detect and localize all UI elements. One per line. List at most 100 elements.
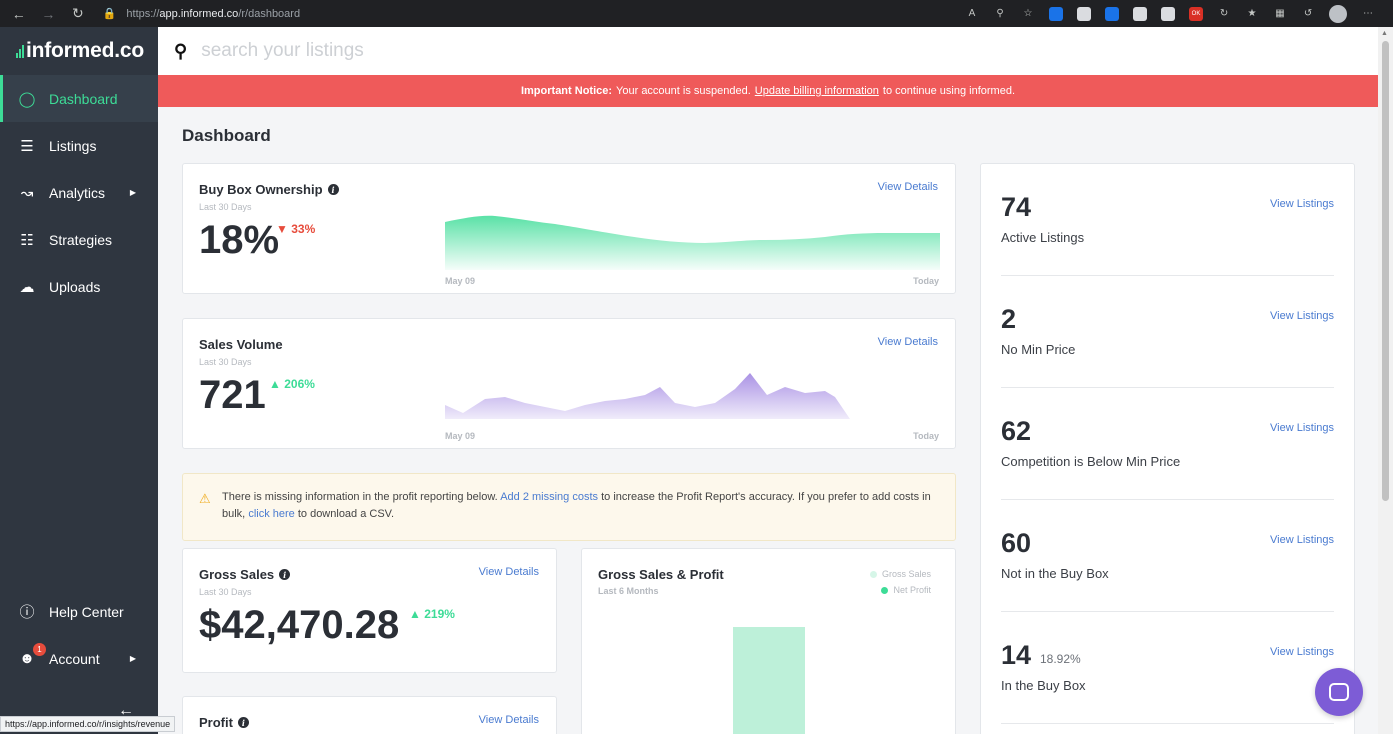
account-notice-banner: Important Notice: Your account is suspen… [158,75,1378,107]
extension-white-icon[interactable] [1077,6,1092,21]
notice-text: Your account is suspended. [616,85,751,97]
sidebar-item-dashboard[interactable]: ◯ Dashboard [0,75,158,122]
user-icon: ☻ [19,650,35,667]
back-icon[interactable]: ← [11,5,26,22]
refresh-icon[interactable]: ↻ [72,5,84,21]
lock-icon: 🔒 [102,8,117,20]
read-aloud-icon[interactable]: A [968,8,976,19]
warning-text-3: to download a CSV. [297,508,395,520]
zoom-icon[interactable]: ⚲ [996,8,1004,19]
caret-right-icon: ▶ [129,654,136,663]
view-details-link[interactable]: View Details [478,566,539,578]
chat-launcher-button[interactable] [1315,668,1363,716]
logo[interactable]: informed.co [0,27,158,75]
add-missing-costs-link[interactable]: Add 2 missing costs [500,491,599,503]
more-menu-icon[interactable]: ⋯ [1363,8,1374,19]
extensions-area: A ⚲ ☆ OK ↻ ★ ▦ ↺ ⋯ [965,4,1393,23]
legend-gross-sales: Gross Sales [869,569,931,579]
stat-label: Active Listings [1001,230,1085,245]
view-details-link[interactable]: View Details [877,181,938,193]
card-subtitle: Last 30 Days [199,357,252,367]
buy-box-area [445,215,940,270]
address-bar[interactable]: 🔒 https://app.informed.co/r/dashboard [103,4,965,24]
extension-note-icon[interactable] [1105,6,1120,21]
profile-avatar[interactable] [1329,4,1348,23]
axis-start-label: May 09 [445,276,476,286]
forward-icon[interactable]: → [41,5,56,22]
sidebar-bottom: ⓘ Help Center ☻ 1 Account ▶ [0,588,158,682]
extension-box-icon[interactable] [1133,6,1148,21]
view-details-link[interactable]: View Details [478,714,539,726]
stat-not-in-buy-box: 60 Not in the Buy Box View Listings [1001,500,1334,612]
extension-ok-icon[interactable]: OK [1189,6,1204,21]
view-listings-link[interactable]: View Listings [1270,198,1334,210]
sidebar-item-label: Strategies [49,231,113,248]
chart-subtitle: Last 6 Months [598,586,659,596]
chart-icon: ↝ [20,184,34,202]
view-listings-link[interactable]: View Listings [1270,310,1334,322]
notice-text-end: to continue using informed. [882,85,1016,97]
collapse-sidebar-icon[interactable]: ← [118,702,134,719]
stat-in-buy-box: 14 18.92% In the Buy Box View Listings [1001,612,1334,724]
sidebar-item-label: Uploads [49,278,101,295]
buy-box-delta: ▼ 33% [276,222,315,236]
main-content: ⚲ Important Notice: Your account is susp… [158,27,1378,734]
card-subtitle: Last 30 Days [199,587,252,597]
warning-text-2: to increase the Profit Report's accuracy… [222,491,931,520]
sidebar-item-analytics[interactable]: ↝ Analytics ▶ [0,169,158,216]
help-circle-icon: ⓘ [19,604,35,621]
favorites-icon[interactable]: ★ [1247,8,1257,19]
stat-label: No Min Price [1001,342,1076,357]
view-listings-link[interactable]: View Listings [1270,422,1334,434]
sidebar-item-help[interactable]: ⓘ Help Center [0,588,158,635]
chart-title: Gross Sales & Profit [598,567,724,582]
sidebar-item-label: Listings [49,137,97,154]
sidebar-item-label: Account [49,650,100,667]
list-icon: ☰ [20,137,34,155]
refresh-extension-icon[interactable]: ↻ [1219,8,1229,19]
legend-dot [869,570,877,578]
sidebar-item-label: Analytics [49,184,106,201]
sales-volume-card: Sales Volume Last 30 Days 721 ▲ 206% Vie… [182,318,956,449]
sales-volume-chart [445,373,850,419]
sales-volume-area [445,373,850,419]
favorite-add-icon[interactable]: ☆ [1023,8,1033,19]
stat-number: 60 [1001,528,1032,558]
info-icon[interactable]: i [279,569,291,580]
axis-end-label: Today [913,431,939,441]
download-csv-link[interactable]: click here [248,508,295,520]
page-scrollbar[interactable]: ▲ [1378,27,1393,734]
url-path: /r/dashboard [238,7,301,20]
view-listings-link[interactable]: View Listings [1270,534,1334,546]
sidebar-item-strategies[interactable]: ☷ Strategies [0,216,158,263]
search-input[interactable] [201,40,702,62]
info-icon[interactable]: i [327,184,339,195]
stat-competition-below-min: 62 Competition is Below Min Price View L… [1001,388,1334,500]
listing-stats-card: 74 Active Listings View Listings 2 No Mi… [980,163,1355,734]
gross-sales-delta-value: 219% [424,607,455,621]
view-listings-link[interactable]: View Listings [1270,646,1334,658]
sidebar-item-account[interactable]: ☻ 1 Account ▶ [0,635,158,682]
scroll-up-icon[interactable]: ▲ [1381,30,1388,37]
sales-volume-delta: ▲ 206% [269,377,315,391]
extension-blue-icon[interactable] [1049,6,1064,21]
collections-icon[interactable]: ▦ [1275,8,1285,19]
sales-volume-title: Sales Volume [199,337,283,352]
history-icon[interactable]: ↺ [1303,8,1313,19]
scroll-thumb[interactable] [1382,41,1389,501]
info-icon[interactable]: i [237,717,249,728]
gross-sales-profit-card: Gross Sales & Profit Last 6 Months Gross… [581,548,956,734]
warning-text: There is missing information in the prof… [222,491,498,503]
legend-label: Gross Sales [881,569,931,579]
update-billing-link[interactable]: Update billing information [754,85,879,97]
sidebar-item-uploads[interactable]: ☁ Uploads [0,263,158,310]
buy-box-title: Buy Box Ownership [199,182,323,197]
card-title: Gross Sales i [199,567,291,582]
buy-box-chart [445,215,940,270]
view-details-link[interactable]: View Details [877,336,938,348]
gross-sales-value: $42,470.28 [199,603,400,647]
sidebar-item-listings[interactable]: ☰ Listings [0,122,158,169]
extension-off-icon[interactable] [1161,6,1176,21]
gross-sales-delta: ▲ 219% [409,607,455,621]
sales-volume-value: 721 [199,373,266,417]
